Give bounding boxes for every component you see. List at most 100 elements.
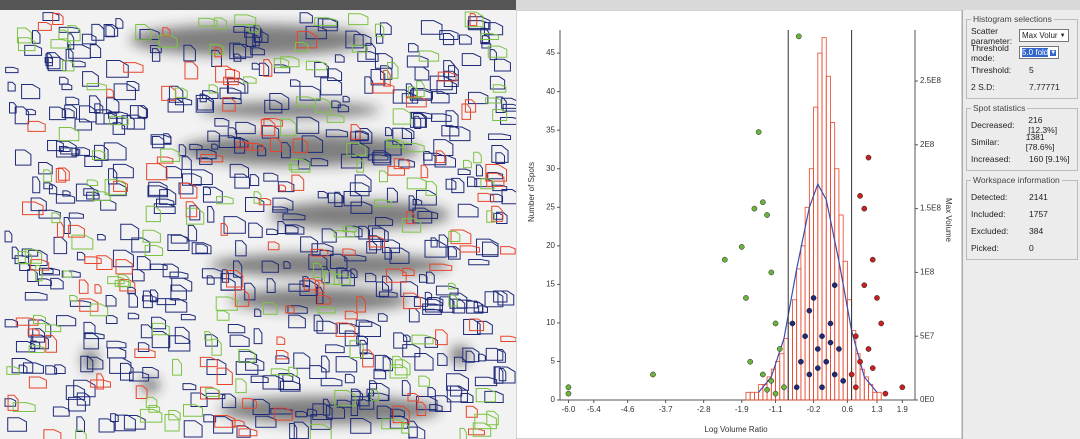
scatter-point xyxy=(849,372,854,377)
scatter-point xyxy=(819,334,824,339)
scatter-point xyxy=(857,359,862,364)
group-title: Histogram selections xyxy=(971,14,1054,24)
scatter-point xyxy=(828,321,833,326)
scatter-point xyxy=(883,391,888,396)
dropdown-value: Max Volur xyxy=(1022,31,1058,40)
value: 0 xyxy=(1029,243,1034,253)
info-row: Included:1757 xyxy=(971,205,1073,222)
scatter-point xyxy=(756,129,761,134)
label: Excluded: xyxy=(971,226,1029,236)
scatter-point xyxy=(841,378,846,383)
info-row: Decreased:216 [12.3%] xyxy=(971,116,1073,133)
chart-background xyxy=(516,10,962,439)
label: Detected: xyxy=(971,192,1029,202)
x-tick-label: -5.4 xyxy=(587,405,601,414)
value: 2141 xyxy=(1029,192,1048,202)
y2-tick-label: 2E8 xyxy=(920,140,935,149)
y-tick-label: 0 xyxy=(551,395,556,404)
scatter-point xyxy=(748,359,753,364)
scatter-point xyxy=(773,391,778,396)
scatter-point xyxy=(769,378,774,383)
value: 7.77771 xyxy=(1029,82,1060,92)
y2-tick-label: 2.5E8 xyxy=(920,76,941,85)
scatter-point xyxy=(760,200,765,205)
y-tick-label: 10 xyxy=(546,318,555,327)
y-tick-label: 25 xyxy=(546,202,555,211)
scatter-point xyxy=(815,346,820,351)
group-title: Workspace information xyxy=(971,175,1062,185)
x-tick-label: -1.1 xyxy=(769,405,783,414)
label: Decreased: xyxy=(971,120,1028,130)
y-tick-label: 30 xyxy=(546,164,555,173)
x-tick-label: -6.0 xyxy=(562,405,576,414)
scatter-point xyxy=(857,193,862,198)
gel-top-edge xyxy=(0,0,516,10)
scatter-point xyxy=(807,308,812,313)
label: Similar: xyxy=(971,137,1026,147)
y-tick-label: 45 xyxy=(546,48,555,57)
x-tick-label: -4.6 xyxy=(621,405,635,414)
scatter-point xyxy=(900,385,905,390)
label: 2 S.D: xyxy=(971,82,1029,92)
x-tick-label: -0.2 xyxy=(807,405,821,414)
scatter-point xyxy=(879,321,884,326)
scatter-dropdown[interactable]: Max Volur▼ xyxy=(1019,29,1069,42)
histogram-selections: Histogram selections Scatter parameter: … xyxy=(966,14,1078,99)
group-title: Spot statistics xyxy=(971,103,1027,113)
scatter-point xyxy=(836,346,841,351)
gel-image xyxy=(0,0,516,439)
info-row: Similar:1381 [78.6%] xyxy=(971,133,1073,150)
label: Threshold mode: xyxy=(971,43,1019,63)
scatter-point xyxy=(862,206,867,211)
scatter-point xyxy=(796,34,801,39)
y-tick-label: 40 xyxy=(546,87,555,96)
scatter-point xyxy=(828,340,833,345)
info-row: Threshold:5 xyxy=(971,61,1073,78)
scatter-point xyxy=(739,244,744,249)
y2-tick-label: 1.5E8 xyxy=(920,204,941,213)
x-tick-label: 1.9 xyxy=(897,405,909,414)
y2-axis-title: Max Volume xyxy=(944,198,953,243)
dropdown-value: 5.0 fold xyxy=(1022,48,1048,57)
scatter-point xyxy=(752,206,757,211)
scatter-point xyxy=(811,295,816,300)
scatter-point xyxy=(777,346,782,351)
y2-tick-label: 0E0 xyxy=(920,395,935,404)
x-tick-label: -3.7 xyxy=(659,405,673,414)
y-axis-title: Number of Spots xyxy=(527,162,536,222)
scatter-point xyxy=(819,385,824,390)
scatter-point xyxy=(650,372,655,377)
x-tick-label: -1.9 xyxy=(735,405,749,414)
scatter-point xyxy=(803,334,808,339)
info-row: Increased:160 [9.1%] xyxy=(971,150,1073,167)
value: 5 xyxy=(1029,65,1034,75)
chart: Number of Spots Max Volume Log Volume Ra… xyxy=(516,10,962,439)
scatter-point xyxy=(866,346,871,351)
y-tick-label: 15 xyxy=(546,279,555,288)
workspace-information: Workspace information Detected:2141 Inclu… xyxy=(966,175,1078,260)
y-tick-label: 5 xyxy=(551,357,556,366)
info-row: Picked:0 xyxy=(971,239,1073,256)
x-axis-title: Log Volume Ratio xyxy=(704,425,768,434)
screen: Number of Spots Max Volume Log Volume Ra… xyxy=(0,0,1080,439)
scatter-point xyxy=(832,372,837,377)
y-tick-label: 35 xyxy=(546,125,555,134)
label: Increased: xyxy=(971,154,1029,164)
scatter-point xyxy=(781,385,786,390)
y2-tick-label: 5E7 xyxy=(920,331,935,340)
scatter-point xyxy=(743,295,748,300)
value: 1757 xyxy=(1029,209,1048,219)
scatter-point xyxy=(566,385,571,390)
value: 1381 [78.6%] xyxy=(1026,132,1073,152)
scatter-point xyxy=(794,385,799,390)
scatter-point xyxy=(722,257,727,262)
scatter-point xyxy=(824,359,829,364)
scatter-point xyxy=(853,334,858,339)
scatter-point xyxy=(853,385,858,390)
y-tick-label: 20 xyxy=(546,241,555,250)
side-panel: Histogram selections Scatter parameter: … xyxy=(962,10,1080,439)
x-tick-label: 1.3 xyxy=(871,405,883,414)
threshold-dropdown[interactable]: 5.0 fold▼ xyxy=(1019,46,1059,59)
scatter-point xyxy=(764,212,769,217)
scatter-point xyxy=(760,372,765,377)
